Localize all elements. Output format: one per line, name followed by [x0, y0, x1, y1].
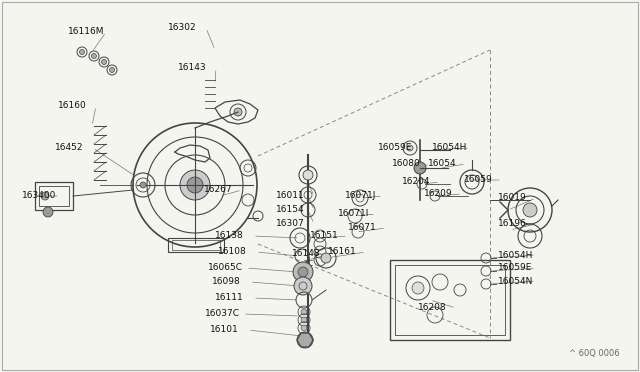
Circle shape	[321, 253, 331, 263]
Text: 16452: 16452	[55, 144, 83, 153]
Circle shape	[102, 60, 106, 64]
Circle shape	[301, 317, 307, 323]
Text: 16037C: 16037C	[205, 310, 240, 318]
Text: 16071I: 16071I	[338, 209, 369, 218]
Text: 16065C: 16065C	[208, 263, 243, 273]
Text: 16161: 16161	[328, 247, 356, 257]
Circle shape	[92, 54, 97, 58]
Text: 16307: 16307	[276, 219, 305, 228]
Text: 16059E: 16059E	[498, 263, 532, 273]
Text: 16196: 16196	[498, 219, 527, 228]
Circle shape	[407, 145, 413, 151]
Circle shape	[297, 332, 313, 348]
Text: 16204: 16204	[402, 177, 431, 186]
Text: 16059: 16059	[464, 176, 493, 185]
Circle shape	[140, 182, 146, 188]
Text: 16209: 16209	[424, 189, 452, 199]
Circle shape	[301, 325, 307, 331]
Bar	[39, 186, 69, 206]
Circle shape	[293, 262, 313, 282]
Text: 16059E: 16059E	[378, 144, 412, 153]
Text: 16054H: 16054H	[498, 250, 533, 260]
Circle shape	[234, 108, 242, 116]
Circle shape	[43, 207, 53, 217]
Text: 16267: 16267	[204, 186, 232, 195]
Circle shape	[79, 49, 84, 55]
Circle shape	[180, 170, 210, 200]
Text: 16098: 16098	[212, 278, 241, 286]
Text: 16071J: 16071J	[345, 192, 376, 201]
Text: 16148: 16148	[292, 250, 321, 259]
Text: 16302: 16302	[168, 23, 196, 32]
Text: 16138: 16138	[215, 231, 244, 241]
Text: 16208: 16208	[418, 304, 447, 312]
Text: 16054N: 16054N	[498, 276, 533, 285]
Circle shape	[414, 162, 426, 174]
Text: 16154: 16154	[276, 205, 305, 215]
Circle shape	[187, 177, 203, 193]
Bar	[390, 260, 510, 340]
Text: 16160: 16160	[58, 102, 87, 110]
Circle shape	[301, 309, 307, 315]
Text: 16054H: 16054H	[432, 144, 467, 153]
Bar	[168, 238, 224, 252]
Text: 16080: 16080	[392, 160, 420, 169]
Text: 163400: 163400	[22, 192, 56, 201]
Text: 16054: 16054	[428, 160, 456, 169]
Text: 16151: 16151	[310, 231, 339, 241]
Text: 16108: 16108	[218, 247, 247, 257]
Bar	[35, 182, 73, 210]
Text: 16116M: 16116M	[68, 28, 104, 36]
Circle shape	[303, 170, 313, 180]
Text: ^ 60Q 0006: ^ 60Q 0006	[570, 349, 620, 358]
Text: 16071: 16071	[348, 224, 377, 232]
Text: 16011: 16011	[276, 192, 305, 201]
Circle shape	[523, 203, 537, 217]
Text: 16019: 16019	[498, 193, 527, 202]
Circle shape	[109, 67, 115, 73]
Text: 16101: 16101	[210, 326, 239, 334]
Circle shape	[412, 282, 424, 294]
Bar	[395, 265, 505, 335]
Circle shape	[298, 267, 308, 277]
Text: 16111: 16111	[215, 294, 244, 302]
Text: 16143: 16143	[178, 64, 207, 73]
Circle shape	[294, 277, 312, 295]
Circle shape	[41, 192, 49, 200]
Bar	[172, 240, 220, 250]
